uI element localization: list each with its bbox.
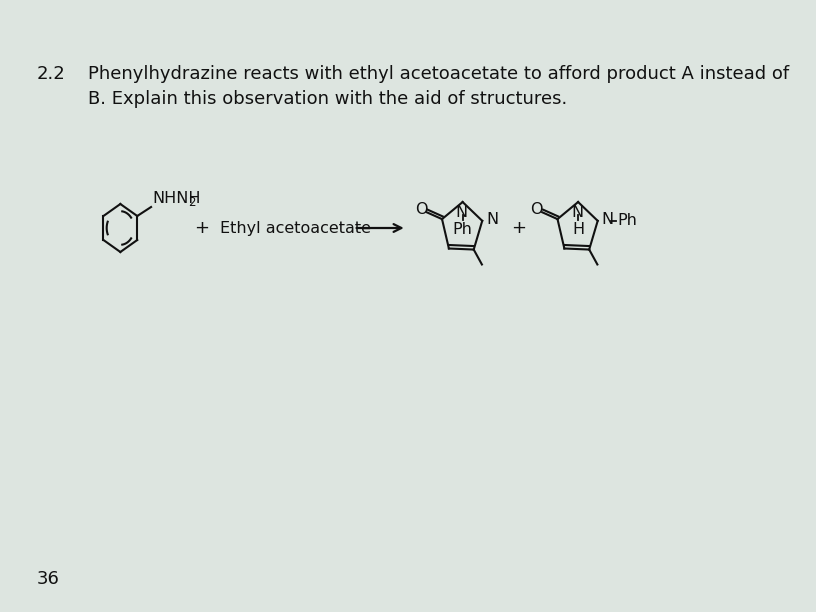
Text: Ph: Ph [453,222,472,237]
Text: +: + [512,219,526,237]
Text: H: H [572,222,584,237]
Text: N: N [486,212,499,227]
Text: 2: 2 [188,196,196,209]
Text: B. Explain this observation with the aid of structures.: B. Explain this observation with the aid… [88,90,567,108]
Text: 2.2: 2.2 [37,65,65,83]
Text: Ethyl acetoacetate: Ethyl acetoacetate [220,220,370,236]
Text: N: N [571,205,583,220]
Text: 36: 36 [37,570,60,588]
Text: +: + [194,219,209,237]
Text: N: N [456,205,468,220]
Text: Ph: Ph [617,214,637,228]
Text: Phenylhydrazine reacts with ethyl acetoacetate to afford product A instead of: Phenylhydrazine reacts with ethyl acetoa… [88,65,789,83]
Text: O: O [530,203,543,217]
Text: O: O [415,203,428,217]
Text: NHNH: NHNH [152,191,201,206]
Text: N: N [601,212,613,227]
